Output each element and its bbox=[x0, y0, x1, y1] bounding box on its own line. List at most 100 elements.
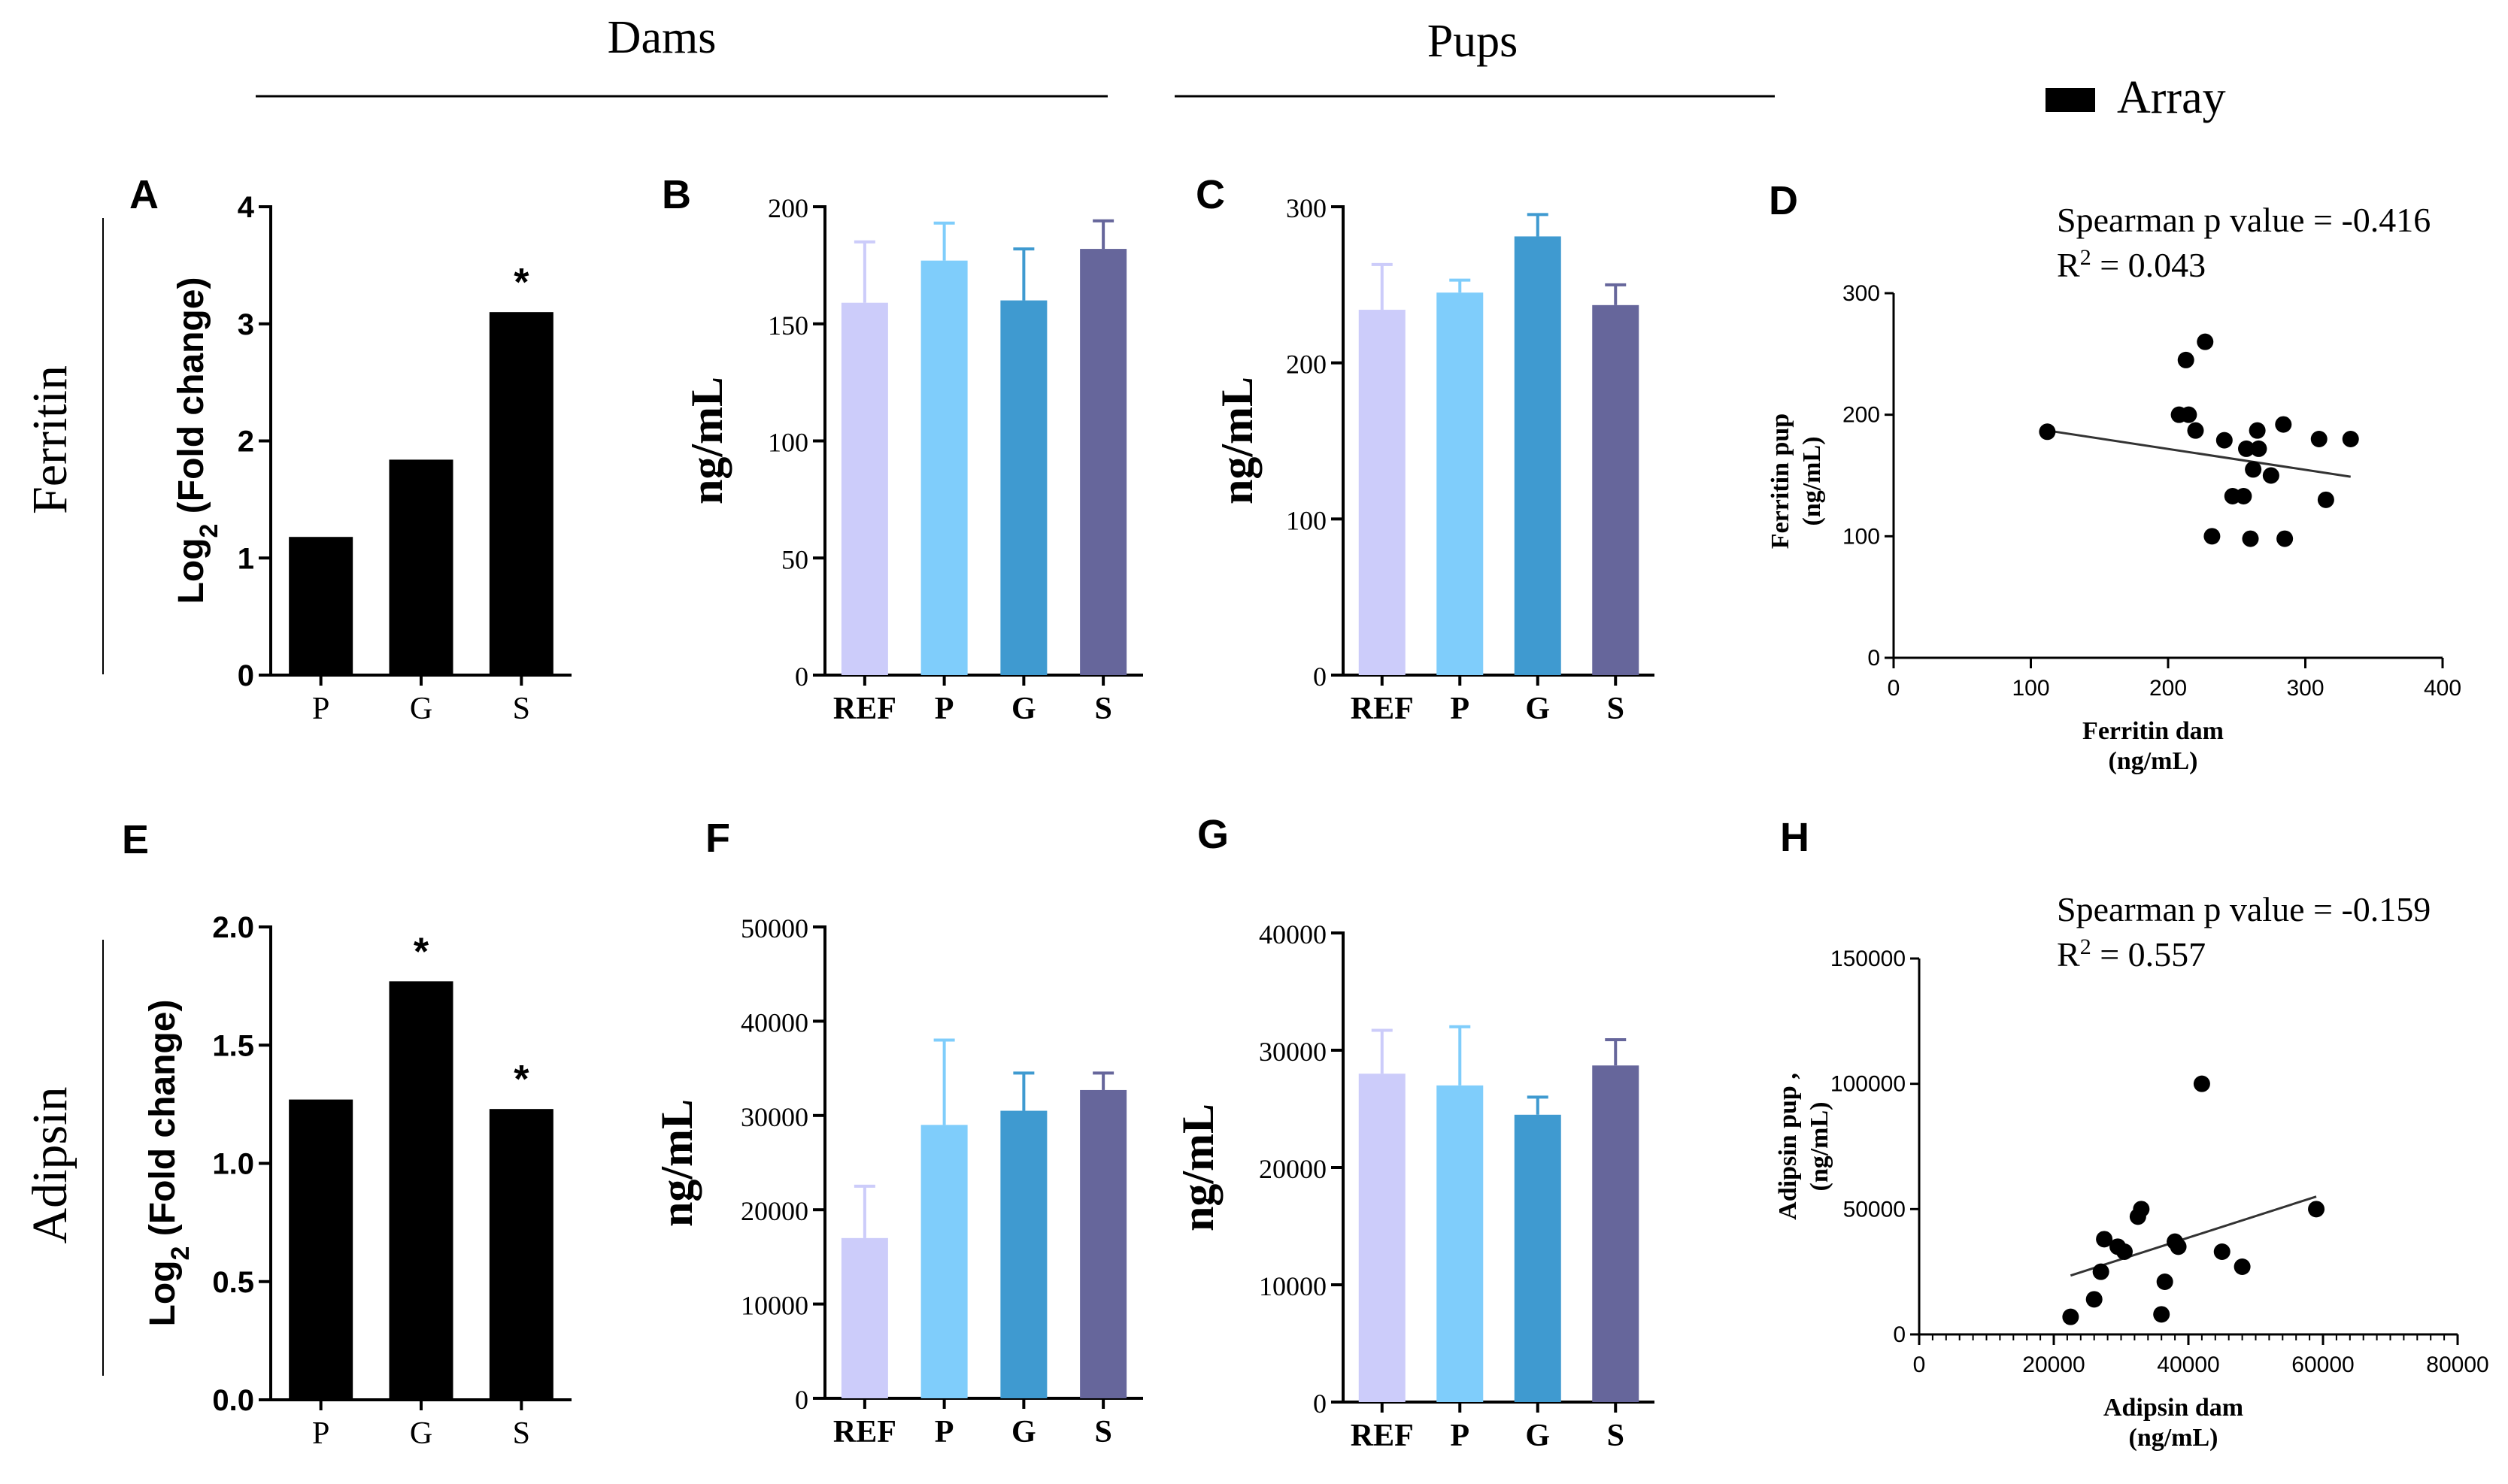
y-tick-label: 300 bbox=[1842, 281, 1880, 306]
x-tick-label: S bbox=[513, 1416, 530, 1451]
data-point bbox=[2213, 1243, 2231, 1260]
y-tick-label: 10000 bbox=[1259, 1271, 1327, 1301]
data-point bbox=[2177, 351, 2194, 368]
significance-mark: * bbox=[514, 1058, 529, 1101]
y-tick-label: 50000 bbox=[741, 913, 808, 943]
r2-annotation: R2 = 0.043 bbox=[2057, 245, 2206, 285]
y-axis-label: ng/mL bbox=[652, 1099, 702, 1227]
y-tick-label: 50000 bbox=[1843, 1197, 1906, 1222]
y-axis-label: Ferritin pup bbox=[1767, 413, 1794, 549]
data-point bbox=[2153, 1306, 2170, 1323]
y-tick-label: 0 bbox=[1893, 1322, 1906, 1347]
y-tick-label: 1 bbox=[238, 542, 254, 575]
y-tick-label: 1.0 bbox=[212, 1148, 254, 1181]
y-tick-label: 200 bbox=[768, 193, 808, 223]
data-point bbox=[2308, 1201, 2325, 1218]
y-axis-label: Log2 (Fold change) bbox=[143, 1000, 195, 1327]
data-point bbox=[2085, 1291, 2103, 1308]
x-tick-label: 0 bbox=[1888, 676, 1900, 701]
x-tick-label: G bbox=[410, 692, 432, 726]
x-tick-label: G bbox=[1525, 692, 1550, 726]
x-tick-label: 0 bbox=[1913, 1352, 1926, 1377]
x-tick-label: P bbox=[312, 1416, 329, 1451]
chart-panel-H: 0 50000 100000 150000 0 20000 40000 60000 80000 S… bbox=[1774, 890, 2489, 1452]
bar-P bbox=[289, 1099, 353, 1400]
data-point bbox=[2062, 1308, 2079, 1325]
data-point bbox=[2276, 530, 2294, 547]
data-point bbox=[2180, 406, 2197, 423]
y-tick-label: 200 bbox=[1842, 403, 1880, 428]
data-point bbox=[2193, 1075, 2210, 1092]
y-tick-label: 0 bbox=[795, 662, 808, 692]
data-point bbox=[2275, 416, 2292, 433]
bar-G bbox=[1000, 1110, 1048, 1398]
x-tick-label: P bbox=[312, 692, 329, 726]
y-tick-label: 3 bbox=[238, 308, 254, 341]
x-tick-label: REF bbox=[833, 1415, 896, 1449]
y-tick-label: 4 bbox=[238, 191, 255, 224]
panel-letter-H: H bbox=[1780, 815, 1809, 860]
bar-G bbox=[1000, 300, 1048, 675]
x-tick-label: 100 bbox=[2012, 676, 2049, 701]
y-tick-label: 30000 bbox=[741, 1102, 808, 1132]
bar-G bbox=[1514, 236, 1561, 675]
x-tick-label: S bbox=[1094, 692, 1111, 726]
data-point bbox=[2187, 422, 2204, 439]
legend-label: Array bbox=[2117, 72, 2226, 123]
data-point bbox=[2092, 1263, 2109, 1280]
x-tick-label: 80000 bbox=[2426, 1352, 2488, 1377]
panel-letter-G: G bbox=[1197, 812, 1229, 857]
y-tick-label: 0 bbox=[1313, 662, 1327, 692]
bar-P bbox=[920, 260, 968, 675]
x-tick-label: 300 bbox=[2286, 676, 2324, 701]
chart-panel-D: 0 100 200 300 0 100 200 300 400 Spearman p value … bbox=[1767, 201, 2461, 775]
y-tick-label: 100 bbox=[1842, 524, 1880, 549]
y-tick-label: 20000 bbox=[741, 1196, 808, 1226]
x-axis-label-units: (ng/mL) bbox=[2129, 1424, 2218, 1452]
panel-letter-B: B bbox=[662, 172, 691, 217]
regression-line bbox=[2047, 429, 2351, 478]
y-tick-label: 150 bbox=[768, 310, 808, 341]
bar-REF bbox=[841, 1237, 888, 1398]
bar-P bbox=[920, 1125, 968, 1398]
x-tick-label: G bbox=[1525, 1419, 1550, 1453]
y-tick-label: 200 bbox=[1286, 350, 1327, 380]
y-tick-label: 30000 bbox=[1259, 1037, 1327, 1067]
bar-G bbox=[389, 459, 453, 675]
bar-REF bbox=[1358, 1074, 1406, 1402]
data-point bbox=[2342, 431, 2359, 447]
x-tick-label: P bbox=[1450, 1419, 1469, 1453]
spearman-annotation: Spearman p value = -0.159 bbox=[2057, 890, 2431, 928]
x-tick-label: G bbox=[1011, 1415, 1036, 1449]
y-tick-label: 50 bbox=[781, 544, 808, 574]
row-label-ferritin: Ferritin bbox=[23, 365, 77, 514]
r2-annotation: R2 = 0.557 bbox=[2057, 934, 2206, 974]
data-point bbox=[2215, 432, 2233, 449]
y-axis-label: Adipsin pup , bbox=[1774, 1073, 1802, 1220]
bar-S bbox=[1592, 1065, 1639, 1402]
data-point bbox=[2203, 528, 2221, 545]
y-axis-label: ng/mL bbox=[1212, 377, 1262, 504]
x-tick-label: S bbox=[1094, 1415, 1111, 1449]
bar-G bbox=[389, 981, 453, 1400]
bar-P bbox=[289, 537, 353, 675]
y-tick-label: 10000 bbox=[741, 1291, 808, 1321]
y-axis-label-units: (ng/mL) bbox=[1806, 1102, 1833, 1192]
chart-panel-A: 0 1 2 3 4 P G S * Log2 (Fold change) bbox=[171, 191, 572, 726]
x-tick-label: G bbox=[410, 1416, 432, 1451]
regression-line bbox=[2070, 1195, 2317, 1277]
significance-mark: * bbox=[514, 261, 529, 304]
data-point bbox=[2238, 440, 2255, 457]
y-tick-label: 100 bbox=[1286, 505, 1327, 535]
x-axis-label: Ferritin dam bbox=[2082, 717, 2224, 745]
y-tick-label: 0 bbox=[1313, 1389, 1327, 1419]
data-point bbox=[2262, 467, 2279, 484]
x-tick-label: 40000 bbox=[2157, 1352, 2219, 1377]
y-tick-label: 150000 bbox=[1830, 946, 1906, 971]
row-label-adipsin: Adipsin bbox=[23, 1086, 77, 1243]
y-axis-label: ng/mL bbox=[682, 377, 732, 504]
dams-label: Dams bbox=[608, 12, 717, 63]
data-point bbox=[2039, 423, 2056, 441]
x-tick-label: 60000 bbox=[2291, 1352, 2354, 1377]
